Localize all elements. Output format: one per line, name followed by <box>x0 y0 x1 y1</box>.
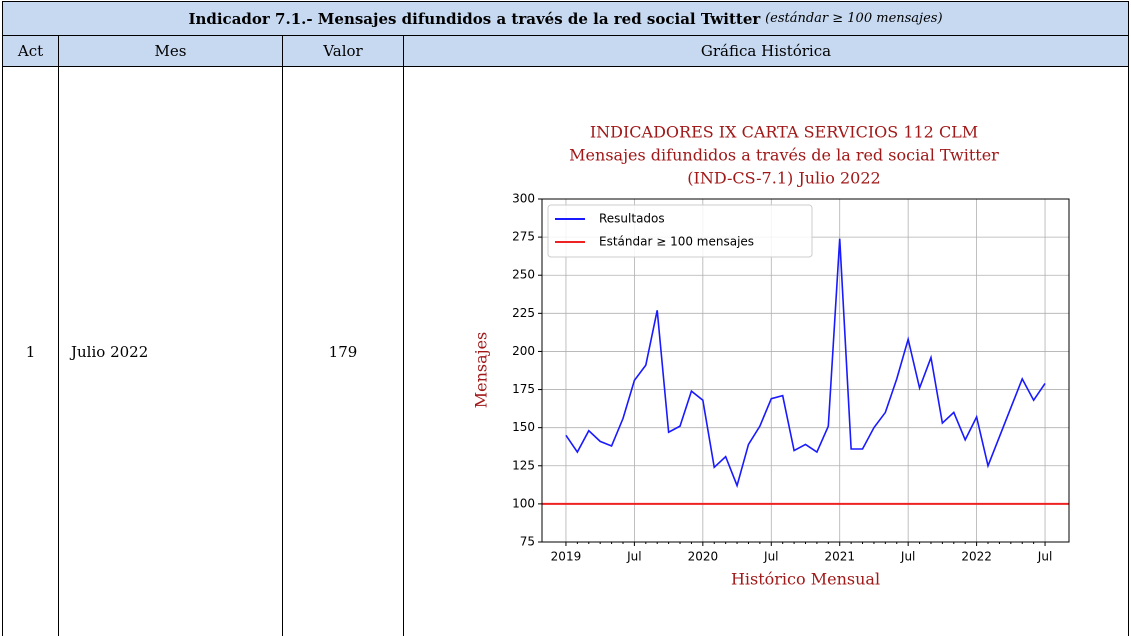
x-tick-label: Jul <box>1037 550 1052 564</box>
table-note: (estándar ≥ 100 mensajes) <box>765 11 943 26</box>
x-tick-label: 2019 <box>551 550 582 564</box>
y-tick-label: 125 <box>512 458 535 472</box>
cell: Julio 2022 <box>58 66 282 636</box>
x-axis-label: Histórico Mensual <box>731 570 880 589</box>
plot-frame <box>541 198 1070 543</box>
x-tick-label: Jul <box>763 550 778 564</box>
line-series <box>565 238 1046 489</box>
chart-title: INDICADORES IX CARTA SERVICIOS 112 CLM <box>590 123 978 142</box>
y-tick-label: 150 <box>512 420 535 434</box>
cell <box>403 66 1129 636</box>
legend-label: Estándar ≥ 100 mensajes <box>599 235 754 249</box>
col-header: Valor <box>282 35 403 66</box>
y-tick-label: 200 <box>512 344 535 358</box>
x-tick-label: 2021 <box>824 550 855 564</box>
y-tick-label: 250 <box>512 268 535 282</box>
x-tick-label: 2022 <box>961 550 992 564</box>
y-tick-label: 225 <box>512 306 535 320</box>
cell: 179 <box>282 66 403 636</box>
x-tick-label: 2020 <box>688 550 719 564</box>
y-tick-label: 275 <box>512 230 535 244</box>
legend-label: Resultados <box>599 212 665 226</box>
chart-title: (IND-CS-7.1) Julio 2022 <box>687 169 880 188</box>
y-tick-label: 75 <box>520 535 535 549</box>
chart-title: Mensajes difundidos a través de la red s… <box>569 146 999 165</box>
y-axis-label: Mensajes <box>472 332 491 409</box>
col-header: Mes <box>58 35 282 66</box>
col-header: Gráfica Histórica <box>403 35 1129 66</box>
legend: Resultados Estándar ≥ 100 mensajes <box>547 204 813 258</box>
table-title: Indicador 7.1.- Mensajes difundidos a tr… <box>188 9 761 28</box>
y-tick-label: 175 <box>512 382 535 396</box>
y-tick-label: 100 <box>512 496 535 510</box>
x-tick-label: Jul <box>900 550 915 564</box>
y-tick-label: 300 <box>512 192 535 206</box>
cell: 1 <box>2 66 58 636</box>
x-tick-label: Jul <box>626 550 641 564</box>
col-header: Act <box>2 35 58 66</box>
title-row: Indicador 7.1.- Mensajes difundidos a tr… <box>2 1 1129 35</box>
legend-box <box>547 204 813 258</box>
